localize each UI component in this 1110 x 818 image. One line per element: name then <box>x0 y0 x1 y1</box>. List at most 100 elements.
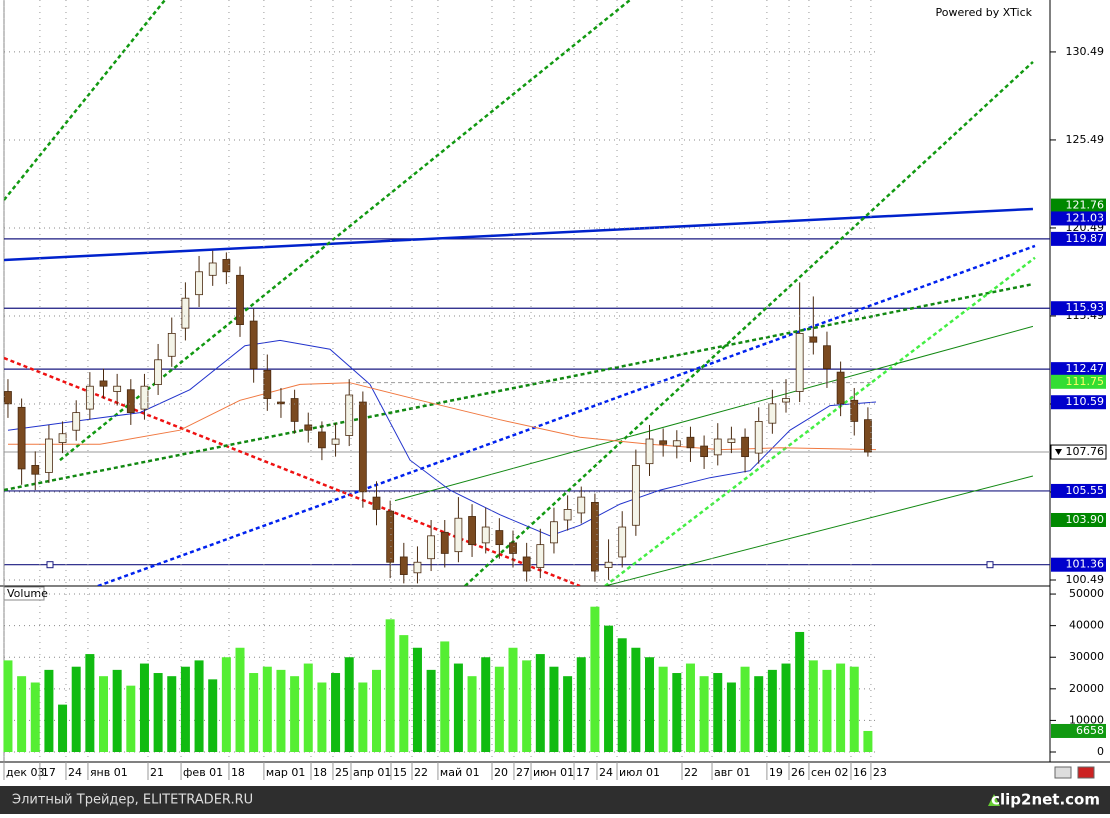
candle-body <box>809 336 818 343</box>
volume-bar <box>317 682 327 752</box>
last-volume-marker <box>1051 723 1106 738</box>
x-tick-label: 17 <box>576 766 590 779</box>
candle-body <box>399 556 408 575</box>
volume-bar <box>71 666 81 752</box>
candle-body <box>754 421 763 454</box>
y-tick-label: 100.49 <box>1066 573 1105 586</box>
x-tick-label: 22 <box>684 766 698 779</box>
volume-bar <box>767 669 777 752</box>
candle-body <box>154 359 163 385</box>
candle-body <box>850 399 859 422</box>
volume-bar <box>658 666 668 752</box>
volume-bar <box>754 676 764 752</box>
volume-bar <box>344 657 354 752</box>
price-marker <box>1051 557 1106 572</box>
x-tick-label: 15 <box>393 766 407 779</box>
line-handle <box>46 561 54 569</box>
last-volume-label: 6658 <box>1076 724 1104 737</box>
volume-bar <box>126 685 136 752</box>
price-marker <box>1051 362 1106 377</box>
x-tick-label: янв 01 <box>90 766 128 779</box>
toolbar-button[interactable] <box>1054 766 1072 779</box>
candle-body <box>249 320 258 370</box>
candle-body <box>795 332 804 392</box>
candle-body <box>167 332 176 357</box>
candle-body <box>58 433 67 443</box>
volume-bar <box>672 673 682 752</box>
candle-body <box>126 389 135 414</box>
x-tick-label: фев 01 <box>183 766 223 779</box>
line-handle <box>986 561 994 569</box>
y-tick-label: 10000 <box>1069 713 1104 726</box>
volume-bar <box>481 657 491 752</box>
x-tick-label: 19 <box>769 766 783 779</box>
volume-bar <box>17 676 27 752</box>
x-tick-label: авг 01 <box>714 766 751 779</box>
volume-bar <box>535 654 545 752</box>
volume-bar <box>303 663 313 752</box>
x-tick-label: 27 <box>516 766 530 779</box>
x-tick-label: мар 01 <box>266 766 306 779</box>
last-price-label: 107.76 <box>1066 445 1105 458</box>
toolbar-button[interactable] <box>1077 766 1095 779</box>
volume-bar <box>221 657 231 752</box>
candle-body <box>277 401 285 405</box>
candle-body <box>495 530 504 546</box>
volume-bar <box>208 679 218 752</box>
y-tick-label: 0 <box>1097 745 1104 758</box>
watermark: Powered by XTick <box>936 6 1033 19</box>
x-tick-label: май 01 <box>440 766 480 779</box>
candle-body <box>468 516 476 546</box>
x-tick-label: апр 01 <box>353 766 391 779</box>
volume-bar <box>112 669 122 752</box>
volume-bar <box>590 606 600 752</box>
volume-bar <box>3 660 13 752</box>
volume-bar <box>494 666 504 752</box>
volume-bar <box>549 666 559 752</box>
volume-bar <box>426 669 436 752</box>
y-tick-label: 30000 <box>1069 650 1104 663</box>
background <box>0 0 1110 786</box>
x-tick-label: июн 01 <box>533 766 574 779</box>
candle-body <box>113 385 122 392</box>
panel-label-box <box>3 586 45 601</box>
candle-body <box>4 391 12 405</box>
price-marker <box>1051 301 1106 316</box>
candle-body <box>631 465 640 526</box>
candle-body <box>99 380 108 387</box>
price-marker-label: 112.47 <box>1066 362 1105 375</box>
volume-bar <box>290 676 300 752</box>
trendline <box>604 475 1034 586</box>
candle-body <box>304 424 313 431</box>
candle-body <box>372 496 381 510</box>
footer-bar <box>0 786 1110 814</box>
volume-bar <box>85 654 95 752</box>
x-tick-label: 22 <box>414 766 428 779</box>
y-tick-label: 20000 <box>1069 682 1104 695</box>
volume-bar <box>44 669 54 752</box>
volume-bar <box>508 647 518 752</box>
moving-average <box>7 339 877 537</box>
last-price-marker <box>1050 444 1107 460</box>
volume-bar <box>99 676 109 752</box>
volume-bar <box>276 669 286 752</box>
x-tick-label: 18 <box>313 766 327 779</box>
candle-body <box>45 438 53 473</box>
candle-body <box>263 369 272 399</box>
candle-body <box>427 535 436 560</box>
candle-body <box>236 274 244 325</box>
trendline <box>4 207 1033 262</box>
volume-bar <box>740 666 750 752</box>
volume-bar <box>781 663 791 752</box>
candle-body <box>31 465 40 475</box>
candle-body <box>72 412 81 431</box>
candle-body <box>522 556 531 572</box>
candle-body <box>550 521 558 544</box>
x-tick-label: 23 <box>873 766 887 779</box>
logo-icon <box>988 794 1000 806</box>
trendline <box>604 256 1036 586</box>
footer-text: Элитный Трейдер, ELITETRADER.RU <box>12 793 253 808</box>
x-tick-label: дек 03 <box>6 766 45 779</box>
volume-bar <box>822 669 832 752</box>
